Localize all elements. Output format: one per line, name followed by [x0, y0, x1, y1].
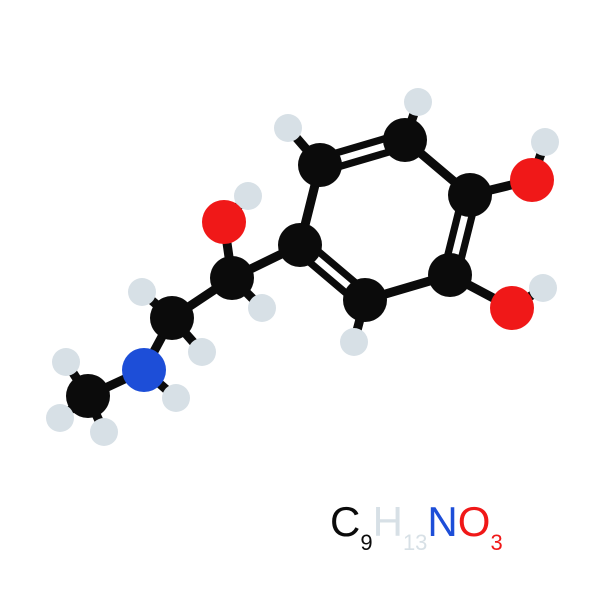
formula-element: C: [330, 498, 360, 546]
atom-o: [490, 286, 534, 330]
formula-element: O: [458, 498, 491, 546]
molecular-formula: C9H13NO3: [330, 498, 503, 546]
atom-h: [531, 128, 559, 156]
formula-element: N: [427, 498, 457, 546]
atom-o: [510, 158, 554, 202]
atom-h: [90, 418, 118, 446]
atom-h: [128, 278, 156, 306]
atom-h: [162, 384, 190, 412]
molecule-diagram: [0, 0, 600, 600]
atom-h: [188, 338, 216, 366]
atom-c: [383, 118, 427, 162]
atom-h: [529, 274, 557, 302]
atom-c: [428, 253, 472, 297]
formula-subscript: 13: [403, 530, 427, 556]
atom-h: [404, 88, 432, 116]
atom-c: [210, 256, 254, 300]
formula-element: H: [373, 498, 403, 546]
atom-h: [248, 294, 276, 322]
atom-h: [340, 328, 368, 356]
atom-c: [150, 296, 194, 340]
atom-c: [66, 374, 110, 418]
atom-c: [448, 173, 492, 217]
formula-subscript: 3: [490, 530, 502, 556]
atom-h: [274, 114, 302, 142]
atom-c: [278, 223, 322, 267]
atom-c: [343, 278, 387, 322]
atom-h: [52, 348, 80, 376]
atom-h: [46, 404, 74, 432]
atom-c: [298, 143, 342, 187]
atom-n: [122, 348, 166, 392]
atom-o: [202, 200, 246, 244]
formula-subscript: 9: [360, 530, 372, 556]
